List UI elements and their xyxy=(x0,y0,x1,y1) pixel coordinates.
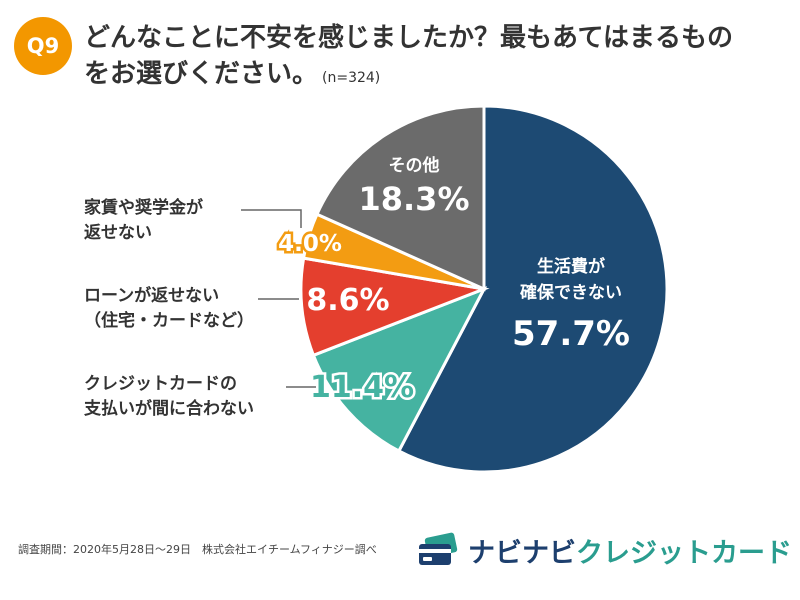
logo-main-text: ナビナビ xyxy=(468,537,576,569)
callout-rent: 家賃や奨学金が 返せない xyxy=(84,198,203,243)
inside-label-living-expenses-line2: 確保できない xyxy=(520,282,622,303)
credit-card-icon xyxy=(419,532,458,565)
question-title: どんなことに不安を感じましたか？最もあてはまるもの をお選びください。 (n=32… xyxy=(84,20,784,96)
callout-loan: ローンが返せない （住宅・カードなど） xyxy=(84,286,254,331)
brand-logo: ナビナビクレジットカード xyxy=(416,526,792,574)
leader-line-rent xyxy=(241,209,302,228)
value-label-living-expenses: 57.7% xyxy=(512,314,630,354)
value-label-other: 18.3% xyxy=(358,180,469,218)
inside-label-living-expenses-line1: 生活費が xyxy=(537,256,605,277)
sample-size-note: (n=324) xyxy=(322,70,381,86)
value-label-rent-scholarship: 4.0% xyxy=(278,231,342,257)
title-line-1: どんなことに不安を感じましたか？最もあてはまるもの xyxy=(84,23,733,53)
logo-text: ナビナビクレジットカード xyxy=(468,531,792,570)
logo-accent-text: クレジットカード xyxy=(576,537,792,569)
inside-label-other: その他 xyxy=(389,155,440,176)
slice-other xyxy=(314,104,486,292)
title-line-2: をお選びください。 xyxy=(84,59,319,89)
slice-credit-card xyxy=(311,286,488,454)
question-badge: Q9 xyxy=(14,17,72,75)
value-label-credit-card: 11.4% xyxy=(310,370,414,405)
value-label-loan: 8.6% xyxy=(306,283,389,318)
survey-source-note: 調査期間：2020年5月28日〜29日 株式会社エイチームフィナジー調べ xyxy=(18,543,377,556)
slice-living-expenses xyxy=(396,104,669,474)
callout-card: クレジットカードの 支払いが間に合わない xyxy=(84,374,254,419)
